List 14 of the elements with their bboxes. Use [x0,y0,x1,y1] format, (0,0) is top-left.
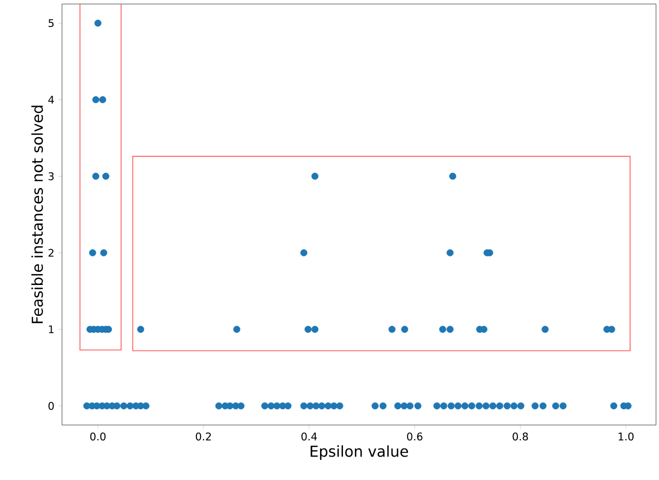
x-tick-label: 0.4 [301,432,317,440]
x-tick-label: 1.0 [618,432,634,440]
y-tick-label: 0 [48,402,54,410]
y-tick-label: 2 [48,248,54,257]
y-tick-label: 4 [48,96,54,104]
x-axis-title: Epsilon value [310,445,408,460]
x-tick-label: 0.6 [407,432,422,440]
x-tick-label: 0.2 [196,432,211,440]
y-tick-label: 3 [48,172,54,180]
y-axis-title: Feasible instances not solved [31,106,43,324]
y-tick-label: 5 [48,19,54,28]
x-tick-label: 0.8 [512,432,528,440]
y-tick-label: 1 [48,325,54,334]
x-tick-label: 0.0 [90,432,106,440]
